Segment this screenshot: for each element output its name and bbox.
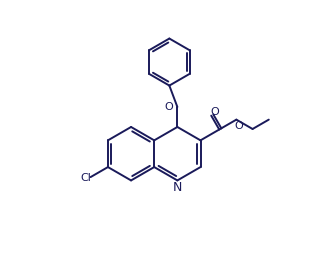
Text: O: O xyxy=(164,102,173,112)
Text: N: N xyxy=(173,181,182,194)
Text: O: O xyxy=(234,120,243,130)
Text: O: O xyxy=(210,107,219,117)
Text: Cl: Cl xyxy=(80,173,91,183)
